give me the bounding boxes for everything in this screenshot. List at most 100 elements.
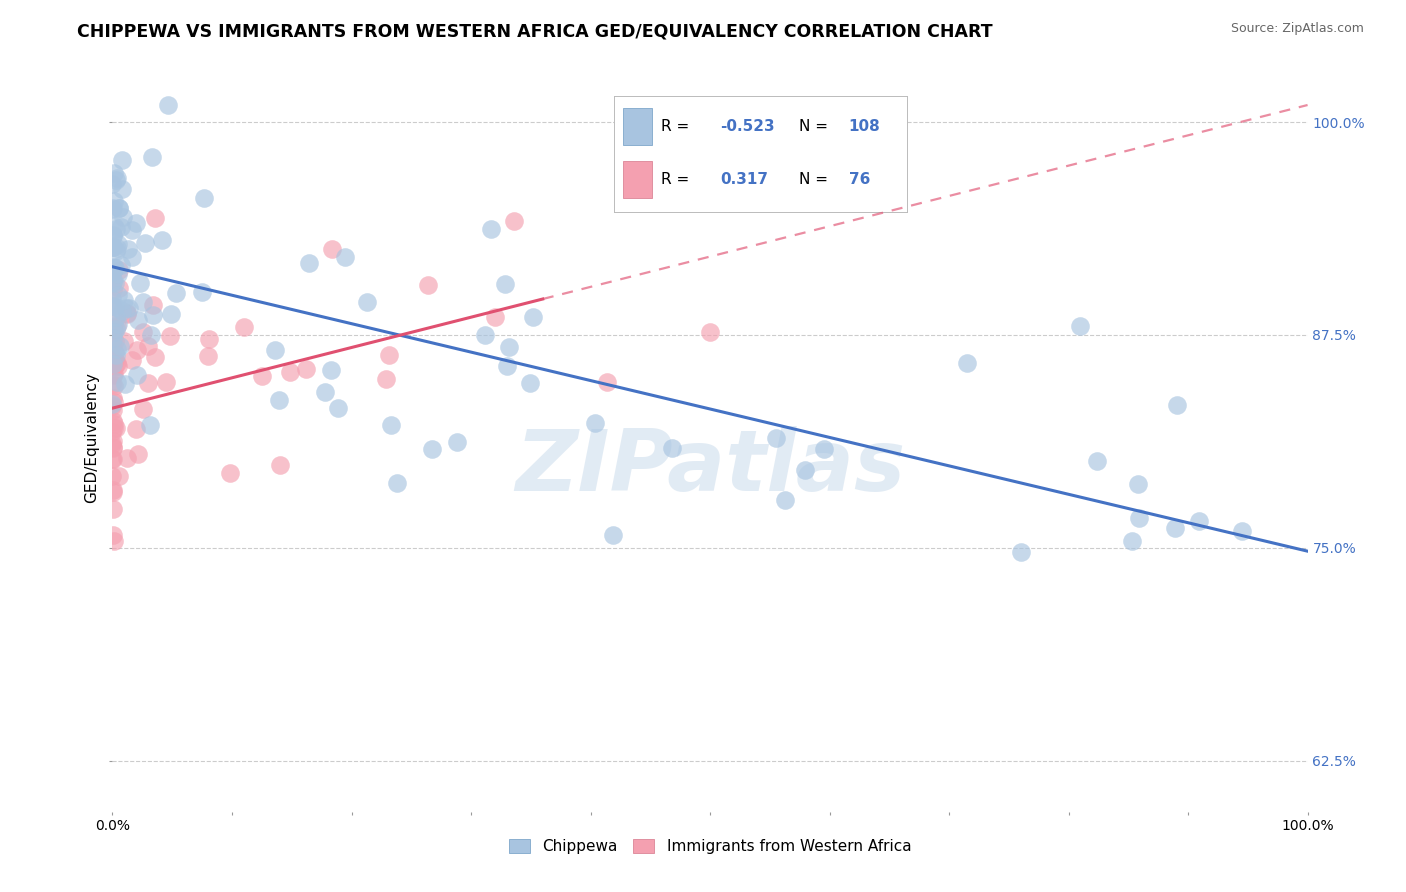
Point — [104, 353, 127, 368]
Point — [104, 334, 127, 348]
Point — [1230, 524, 1253, 538]
Point — [107, 263, 129, 277]
Point — [494, 277, 516, 292]
Point — [101, 452, 124, 467]
Point — [1126, 476, 1149, 491]
Point — [121, 250, 143, 264]
Point — [191, 285, 214, 299]
Point — [101, 368, 124, 382]
Point — [142, 309, 165, 323]
Point — [111, 210, 134, 224]
Point — [107, 236, 129, 251]
Point — [118, 301, 141, 315]
Point — [105, 375, 128, 389]
Point — [103, 534, 125, 549]
Point — [101, 528, 124, 542]
Point — [127, 312, 149, 326]
Point — [105, 310, 128, 324]
Point — [101, 320, 124, 334]
Point — [101, 436, 124, 450]
Point — [104, 276, 127, 290]
Point — [132, 294, 155, 309]
Point — [484, 310, 506, 324]
Point — [956, 356, 979, 370]
Point — [356, 295, 378, 310]
Point — [101, 336, 124, 351]
Point — [129, 276, 152, 290]
Point — [103, 166, 125, 180]
Point — [298, 256, 321, 270]
Point — [385, 475, 408, 490]
Point — [105, 170, 128, 185]
Point — [105, 319, 128, 334]
Point — [101, 177, 124, 191]
Point — [101, 202, 124, 217]
Point — [446, 434, 468, 449]
Point — [101, 400, 124, 414]
Point — [125, 216, 148, 230]
Point — [197, 349, 219, 363]
Point — [112, 293, 135, 307]
Point — [155, 375, 177, 389]
Point — [150, 233, 173, 247]
Point — [101, 391, 124, 405]
Point — [134, 235, 156, 250]
Point — [101, 485, 124, 500]
Point — [115, 306, 138, 320]
Point — [101, 202, 124, 216]
Text: ZIPatlas: ZIPatlas — [515, 425, 905, 508]
Point — [101, 274, 124, 288]
Point — [101, 240, 124, 254]
Point — [1010, 545, 1032, 559]
Point — [103, 323, 125, 337]
Point — [101, 468, 124, 483]
Point — [145, 350, 167, 364]
Point — [101, 440, 124, 454]
Point — [145, 211, 167, 225]
Point — [110, 304, 132, 318]
Point — [157, 98, 180, 112]
Point — [103, 229, 125, 244]
Point — [159, 329, 181, 343]
Point — [117, 242, 139, 256]
Point — [121, 223, 143, 237]
Point — [105, 347, 128, 361]
Point — [479, 221, 502, 235]
Point — [503, 213, 526, 227]
Point — [1166, 398, 1188, 412]
Point — [103, 379, 125, 393]
Point — [101, 414, 124, 428]
Point — [107, 201, 129, 215]
Point — [115, 451, 138, 466]
Point — [278, 366, 301, 380]
Point — [125, 422, 148, 436]
Point — [193, 191, 215, 205]
Text: CHIPPEWA VS IMMIGRANTS FROM WESTERN AFRICA GED/EQUIVALENCY CORRELATION CHART: CHIPPEWA VS IMMIGRANTS FROM WESTERN AFRI… — [77, 22, 993, 40]
Point — [522, 310, 544, 324]
Point — [264, 343, 287, 357]
Point — [197, 332, 219, 346]
Point — [101, 425, 124, 439]
Point — [103, 367, 125, 381]
Point — [101, 261, 124, 276]
Point — [596, 375, 619, 389]
Point — [661, 441, 683, 455]
Point — [101, 502, 124, 516]
Point — [104, 420, 127, 434]
Point — [101, 264, 124, 278]
Point — [1128, 510, 1150, 524]
Point — [127, 343, 149, 357]
Point — [375, 372, 398, 386]
Point — [1188, 514, 1211, 528]
Point — [101, 376, 124, 391]
Point — [101, 265, 124, 279]
Point — [1085, 453, 1108, 467]
Point — [114, 377, 136, 392]
Point — [105, 244, 128, 258]
Point — [103, 325, 125, 339]
Point — [112, 334, 135, 349]
Point — [139, 327, 162, 342]
Point — [294, 362, 316, 376]
Point — [103, 353, 125, 368]
Point — [136, 339, 159, 353]
